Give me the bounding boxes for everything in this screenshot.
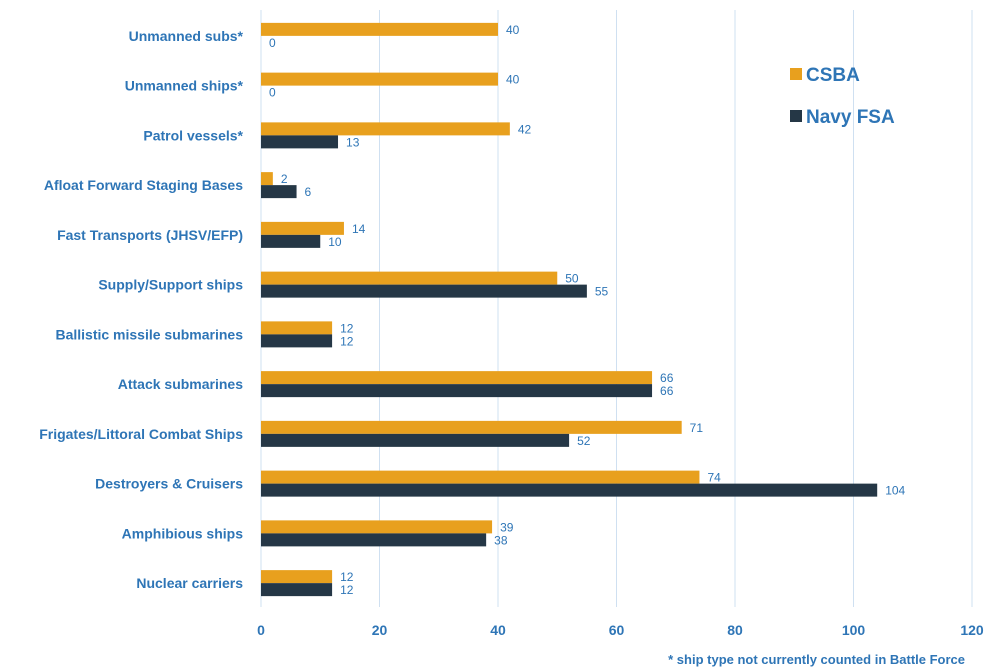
legend: CSBA Navy FSA: [790, 65, 895, 128]
data-label-csba: 12: [340, 321, 354, 335]
data-label-csba: 42: [518, 122, 532, 136]
data-label-navy-fsa: 66: [660, 384, 674, 398]
bar-csba: [261, 321, 333, 335]
bar-navy-fsa: [261, 234, 321, 248]
category-label: Afloat Forward Staging Bases: [44, 177, 243, 193]
bars: [261, 22, 878, 597]
data-label-navy-fsa: 10: [328, 235, 342, 249]
bar-csba: [261, 72, 498, 86]
category-label: Ballistic missile submarines: [55, 326, 243, 342]
bar-csba: [261, 122, 510, 136]
bar-csba: [261, 420, 682, 434]
bar-navy-fsa: [261, 483, 878, 497]
data-label-csba: 2: [281, 172, 288, 186]
bar-navy-fsa: [261, 284, 587, 298]
x-tick-label: 20: [372, 622, 388, 638]
bar-navy-fsa: [261, 583, 333, 597]
data-label-navy-fsa: 12: [340, 334, 354, 348]
legend-label-csba: CSBA: [806, 65, 860, 86]
legend-label-navy-fsa: Navy FSA: [806, 107, 895, 128]
bar-navy-fsa: [261, 433, 570, 447]
category-label: Patrol vessels*: [143, 127, 243, 143]
bar-csba: [261, 371, 653, 385]
x-tick-label: 80: [727, 622, 743, 638]
data-label-navy-fsa: 104: [885, 484, 905, 498]
category-label: Unmanned ships*: [125, 78, 244, 94]
bar-navy-fsa: [261, 533, 487, 547]
legend-swatch-navy-fsa: [790, 110, 802, 122]
data-label-csba: 71: [690, 421, 704, 435]
category-label: Nuclear carriers: [136, 575, 243, 591]
bar-csba: [261, 570, 333, 584]
data-label-navy-fsa: 0: [269, 86, 276, 100]
footnote: * ship type not currently counted in Bat…: [668, 652, 965, 667]
data-label-navy-fsa: 55: [595, 285, 609, 299]
data-label-navy-fsa: 38: [494, 533, 508, 547]
data-label-navy-fsa: 6: [305, 185, 312, 199]
data-label-csba: 39: [500, 520, 514, 534]
data-label-csba: 12: [340, 570, 354, 584]
x-tick-label: 60: [609, 622, 625, 638]
category-label: Fast Transports (JHSV/EFP): [57, 227, 243, 243]
data-label-csba: 66: [660, 371, 674, 385]
data-label-navy-fsa: 0: [269, 36, 276, 50]
bar-csba: [261, 221, 344, 235]
data-label-csba: 50: [565, 272, 579, 286]
data-label-navy-fsa: 13: [346, 135, 360, 149]
bar-navy-fsa: [261, 384, 653, 398]
data-label-navy-fsa: 52: [577, 434, 591, 448]
category-label: Supply/Support ships: [98, 277, 243, 293]
bar-navy-fsa: [261, 334, 333, 348]
bar-navy-fsa: [261, 135, 339, 149]
x-tick-label: 120: [960, 622, 984, 638]
bar-csba: [261, 470, 700, 484]
x-tick-label: 0: [257, 622, 265, 638]
data-label-csba: 14: [352, 222, 366, 236]
x-tick-label: 100: [842, 622, 866, 638]
data-label-navy-fsa: 12: [340, 583, 354, 597]
bar-csba: [261, 22, 498, 36]
data-label-csba: 74: [707, 471, 721, 485]
data-label-csba: 40: [506, 23, 520, 37]
bar-csba: [261, 520, 493, 534]
bar-navy-fsa: [261, 185, 297, 199]
category-label: Frigates/Littoral Combat Ships: [39, 426, 243, 442]
category-label: Unmanned subs*: [129, 28, 244, 44]
data-label-csba: 40: [506, 73, 520, 87]
x-tick-label: 40: [490, 622, 506, 638]
category-label: Attack submarines: [118, 376, 243, 392]
bar-csba: [261, 172, 273, 186]
bar-csba: [261, 271, 558, 285]
grid-lines: [260, 10, 973, 607]
legend-swatch-csba: [790, 68, 802, 80]
category-label: Destroyers & Cruisers: [95, 476, 243, 492]
category-label: Amphibious ships: [122, 525, 244, 541]
